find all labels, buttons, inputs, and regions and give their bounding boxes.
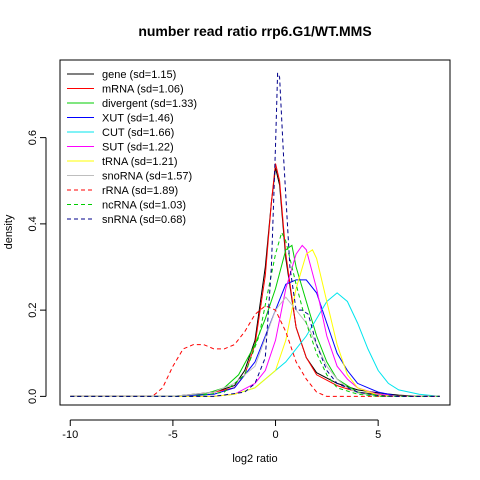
- y-axis-label: density: [3, 214, 15, 249]
- x-tick-label: -5: [168, 429, 178, 441]
- legend-label: tRNA (sd=1.21): [102, 156, 178, 168]
- series-line-2: [70, 244, 440, 397]
- x-tick-label: 0: [272, 429, 278, 441]
- series-line-10: [70, 72, 440, 397]
- x-tick-label: -10: [62, 429, 78, 441]
- y-tick-label: 0.0: [27, 389, 39, 404]
- legend-label: CUT (sd=1.66): [102, 127, 174, 139]
- chart-title: number read ratio rrp6.G1/WT.MMS: [138, 23, 371, 39]
- series-line-3: [70, 279, 440, 397]
- legend-label: rRNA (sd=1.89): [102, 185, 178, 197]
- plot-frame: [59, 59, 451, 406]
- y-tick-label: 0.4: [27, 216, 39, 231]
- y-tick-label: 0.2: [27, 302, 39, 317]
- legend-label: snRNA (sd=0.68): [102, 214, 186, 226]
- legend-label: divergent (sd=1.33): [102, 98, 197, 110]
- series-line-6: [70, 249, 440, 397]
- legend-label: ncRNA (sd=1.03): [102, 200, 186, 212]
- series-line-8: [70, 305, 440, 397]
- y-axis: 0.0 0.2 0.4 0.6: [27, 130, 47, 404]
- x-axis-label: log2 ratio: [232, 453, 277, 465]
- legend-label: SUT (sd=1.22): [102, 142, 174, 154]
- series-line-5: [70, 244, 440, 397]
- legend-label: gene (sd=1.15): [102, 69, 176, 81]
- x-tick-label: 5: [375, 429, 381, 441]
- legend-label: snoRNA (sd=1.57): [102, 171, 192, 183]
- legend-label: mRNA (sd=1.06): [102, 84, 184, 96]
- y-tick-label: 0.6: [27, 130, 39, 145]
- x-axis: -10 -5 0 5: [62, 419, 381, 441]
- legend-label: XUT (sd=1.46): [102, 113, 174, 125]
- legend: gene (sd=1.15) mRNA (sd=1.06) divergent (s…: [67, 69, 197, 226]
- series-line-7: [70, 296, 440, 397]
- plot-lines: [70, 72, 440, 397]
- series-line-9: [70, 231, 440, 397]
